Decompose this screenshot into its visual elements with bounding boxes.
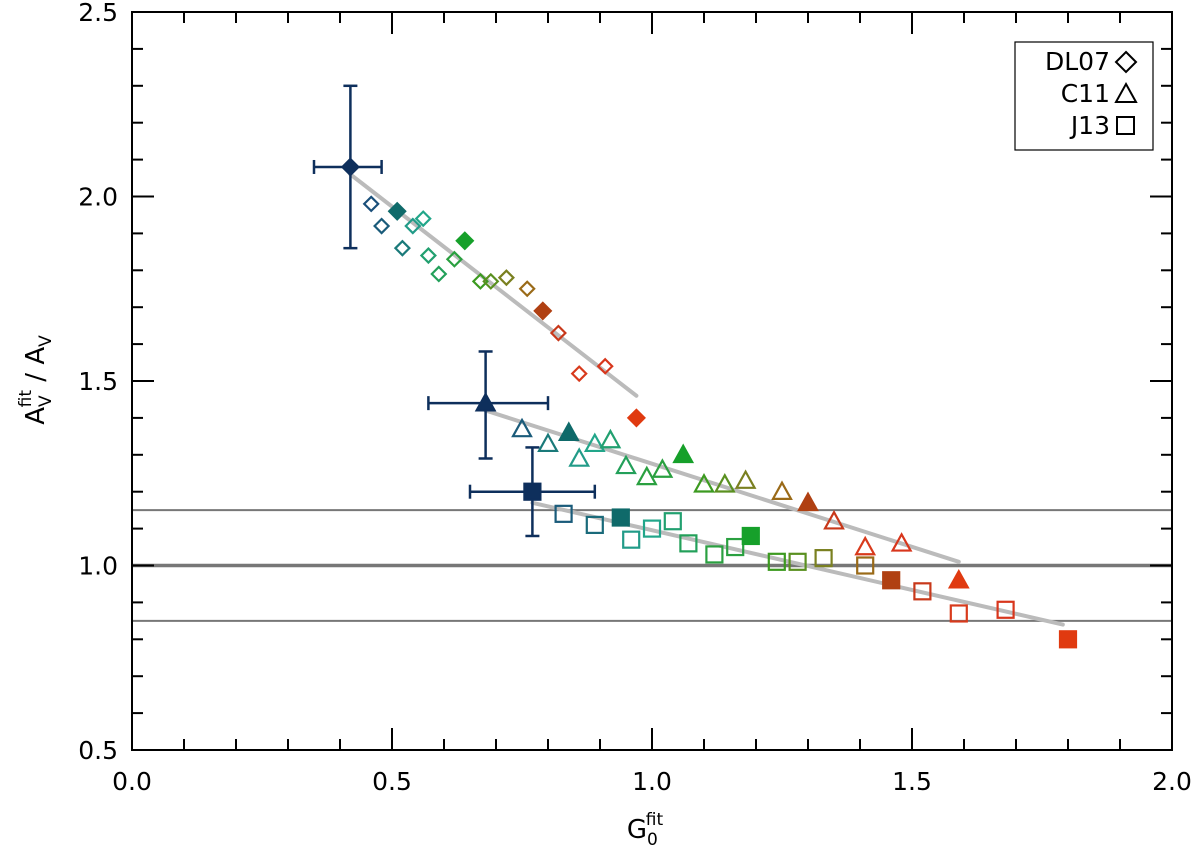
trend-line-c11 <box>483 408 961 564</box>
j13-point <box>913 582 932 601</box>
dl07-point <box>570 365 588 383</box>
dl07-point <box>419 246 437 265</box>
y-axis-title: AVfit / AV <box>16 335 56 425</box>
x-tick-label: 0.0 <box>112 767 152 796</box>
j13-point <box>622 530 641 549</box>
data-markers <box>340 157 1078 649</box>
c11-point <box>583 432 606 453</box>
c11-point <box>599 428 622 449</box>
c11-point <box>854 535 877 556</box>
y-tick-label: 2.0 <box>78 183 118 212</box>
j13-point <box>856 556 875 575</box>
dl07-point <box>362 195 380 213</box>
j13-point <box>949 604 968 623</box>
y-tick-label: 1.5 <box>78 367 118 396</box>
j13-point <box>705 545 724 564</box>
c11-point <box>713 473 736 493</box>
legend-label-dl07: DL07 <box>1045 47 1110 76</box>
j13-point <box>1058 630 1078 649</box>
j13-point <box>679 534 698 553</box>
dl07-point <box>518 280 536 298</box>
c11-point <box>474 391 497 412</box>
j13-point <box>726 537 745 557</box>
legend-triangle-icon <box>1114 81 1138 103</box>
dl07-point <box>626 408 646 428</box>
j13-point <box>585 515 604 535</box>
j13-point <box>767 552 786 571</box>
j13-point <box>554 504 573 523</box>
dl07-point <box>387 201 407 221</box>
j13-point <box>523 482 542 501</box>
c11-point <box>890 532 913 552</box>
j13-point <box>741 526 760 546</box>
c11-point <box>568 447 591 467</box>
reference-lines <box>132 509 1172 622</box>
x-tick-label: 1.0 <box>632 767 672 796</box>
c11-point <box>693 473 715 493</box>
x-axis-title: G0fit <box>627 810 664 850</box>
c11-point <box>672 443 695 464</box>
error-bars <box>312 84 597 538</box>
dl07-point <box>455 231 475 251</box>
dl07-point <box>430 265 448 283</box>
legend-diamond-icon <box>1114 50 1138 74</box>
dl07-point <box>497 269 515 287</box>
tick-labels: 0.0 0.5 1.0 1.5 2.00.51.01.52.02.5 <box>78 0 1192 796</box>
dl07-point <box>340 157 360 177</box>
legend-box <box>1014 41 1154 151</box>
dl07-point <box>373 217 391 235</box>
c11-point <box>947 568 970 589</box>
legend: DL07 C11 J13 <box>1014 41 1154 151</box>
x-tick-label: 2.0 <box>1152 767 1192 796</box>
dl07-point <box>414 210 432 228</box>
j13-point <box>996 600 1015 619</box>
c11-point <box>651 458 674 478</box>
axis-ticks <box>131 11 1173 751</box>
legend-label-j13: J13 <box>1069 111 1110 140</box>
j13-point <box>788 552 807 571</box>
legend-label-c11: C11 <box>1061 79 1110 108</box>
c11-point <box>511 417 533 438</box>
dl07-point <box>549 324 567 342</box>
j13-point <box>663 512 682 531</box>
c11-point <box>797 491 819 512</box>
y-tick-label: 1.0 <box>78 552 118 581</box>
c11-point <box>823 509 845 530</box>
dl07-point <box>393 239 411 257</box>
y-tick-label: 2.5 <box>78 0 118 27</box>
dl07-point <box>482 272 500 290</box>
j13-point <box>814 549 833 568</box>
dl07-point <box>445 250 463 268</box>
x-tick-label: 1.5 <box>892 767 932 796</box>
c11-point <box>615 454 637 475</box>
x-tick-label: 0.5 <box>372 767 412 796</box>
c11-point <box>537 432 559 453</box>
dl07-point <box>404 217 422 235</box>
j13-point <box>611 508 630 527</box>
dl07-point <box>596 357 614 375</box>
c11-point <box>734 469 757 489</box>
j13-point <box>882 571 901 590</box>
c11-point <box>771 480 793 500</box>
dl07-point <box>533 301 553 321</box>
c11-point <box>635 465 658 486</box>
j13-point <box>642 519 662 538</box>
legend-square-icon <box>1116 116 1135 135</box>
y-tick-label: 0.5 <box>78 736 118 765</box>
c11-point <box>557 421 580 441</box>
